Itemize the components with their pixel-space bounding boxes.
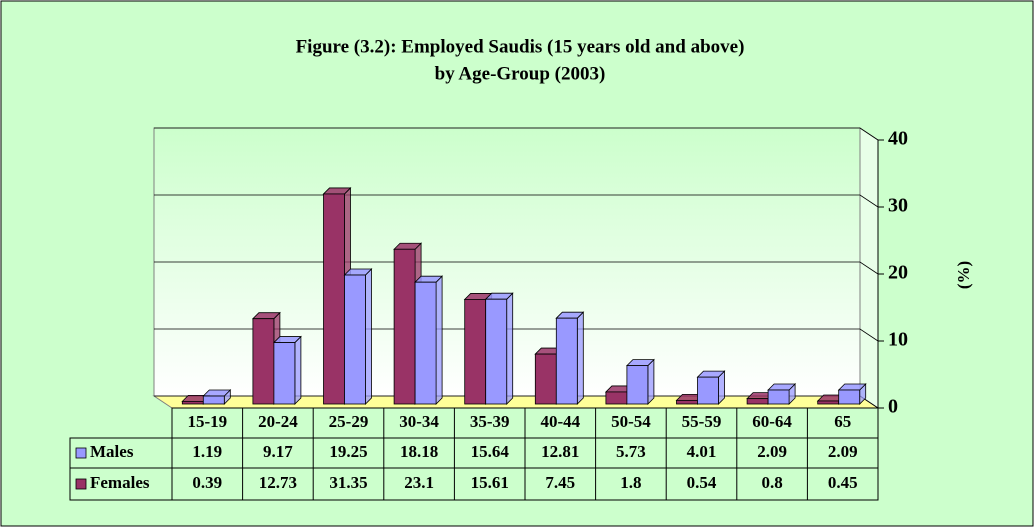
bar [767, 389, 790, 405]
table-value: 18.18 [400, 442, 438, 461]
table-value: 2.09 [828, 442, 858, 461]
legend-key [75, 447, 87, 459]
bar [746, 398, 769, 405]
chart-title: Figure (3.2): Employed Saudis (15 years … [296, 36, 745, 57]
table-value: 0.8 [761, 473, 782, 492]
table-value: 15.64 [471, 442, 510, 461]
x-tick-label: 15-19 [187, 412, 227, 431]
bar [393, 248, 416, 405]
bar [464, 299, 487, 405]
table-value: 15.61 [471, 473, 509, 492]
bar-side [506, 292, 514, 405]
table-value: 0.54 [687, 473, 717, 492]
x-tick-label: 20-24 [258, 412, 298, 431]
legend-label: Males [90, 442, 134, 461]
y-tick-label: 30 [888, 195, 908, 217]
x-tick-label: 60-64 [752, 412, 792, 431]
table-value: 12.81 [541, 442, 579, 461]
table-value: 1.19 [192, 442, 222, 461]
y-axis-label: (%) [954, 261, 973, 289]
table-value: 19.25 [329, 442, 367, 461]
bar [485, 298, 508, 405]
table-value: 23.1 [404, 473, 434, 492]
bar [555, 317, 578, 405]
chart-subtitle: by Age-Group (2003) [435, 63, 606, 84]
bar [414, 281, 437, 405]
y-tick-label: 40 [888, 128, 908, 150]
x-tick-label: 50-54 [611, 412, 651, 431]
table-value: 5.73 [616, 442, 646, 461]
table-value: 4.01 [687, 442, 717, 461]
table-value: 1.8 [620, 473, 641, 492]
x-tick-label: 40-44 [540, 412, 580, 431]
bar-side [294, 335, 302, 405]
y-tick-label: 20 [888, 262, 908, 284]
bar [323, 193, 345, 405]
bar [697, 376, 719, 405]
bar-side [647, 358, 655, 405]
bar [344, 274, 366, 405]
bar [817, 400, 840, 405]
table-value: 2.09 [757, 442, 787, 461]
x-tick-label: 55-59 [682, 412, 722, 431]
bar [252, 318, 275, 405]
bar-side [435, 275, 443, 405]
bar [676, 399, 698, 405]
table-value: 0.45 [828, 473, 858, 492]
table-value: 0.39 [192, 473, 222, 492]
table-value: 31.35 [329, 473, 367, 492]
bar [202, 395, 225, 405]
bar [181, 400, 204, 405]
y-tick-label: 10 [888, 329, 908, 351]
grid-line [154, 328, 879, 342]
grid-line [154, 261, 879, 275]
table-value: 7.45 [545, 473, 575, 492]
legend-label: Females [90, 473, 150, 492]
grid-line [154, 127, 879, 141]
legend-key [75, 478, 87, 490]
x-tick-label: 65 [834, 412, 851, 431]
bar-side [576, 311, 584, 405]
bar [626, 365, 649, 405]
x-tick-label: 35-39 [470, 412, 510, 431]
x-tick-label: 30-34 [399, 412, 439, 431]
table-value: 9.17 [263, 442, 293, 461]
x-tick-label: 25-29 [329, 412, 369, 431]
y-tick-label: 0 [888, 396, 898, 418]
bar-side [365, 268, 372, 405]
table-value: 12.73 [259, 473, 297, 492]
grid-line [154, 194, 879, 208]
bar [605, 391, 628, 405]
bar [534, 353, 557, 405]
bar [838, 389, 861, 405]
bar [273, 342, 296, 405]
